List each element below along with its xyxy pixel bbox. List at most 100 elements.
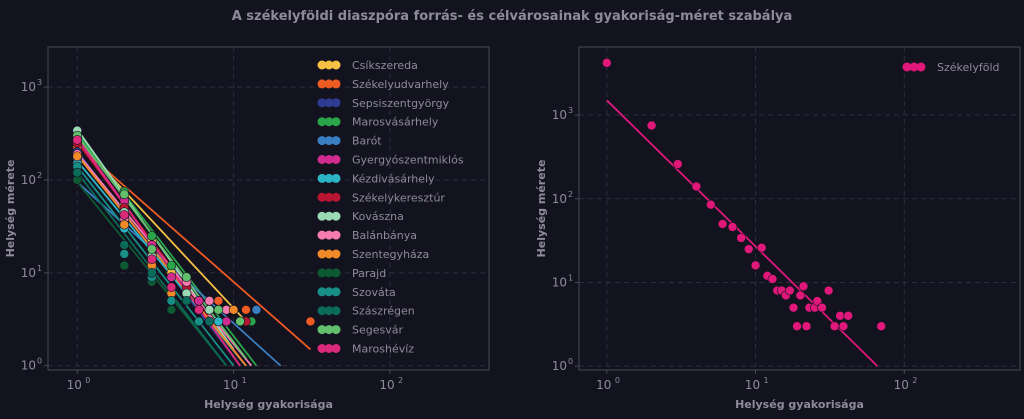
left-legend-marker [317,268,327,278]
left-legend-marker [317,230,327,240]
left-legend-label: Segesvár [352,324,403,337]
left-legend-marker [317,117,327,127]
left-data-point [147,268,157,278]
right-x-axis-label: Helység gyakorisága [735,398,864,411]
left-data-point [204,305,215,315]
left-x-axis-label: Helység gyakorisága [204,398,333,411]
left-legend-label: Székelyudvarhely [352,78,449,91]
left-legend-label: Balánbánya [352,229,417,242]
left-legend-marker [317,136,327,146]
left-fit-line [76,143,312,351]
right-y-tick-exponent: 3 [568,106,573,115]
left-legend-marker [324,230,334,240]
left-legend-marker [324,60,334,70]
left-data-point [213,296,224,306]
right-y-tick-exponent: 1 [568,273,573,282]
right-y-tick-label: 10 [552,192,567,206]
left-data-point [228,305,239,315]
left-x-tick-label: 10 [379,378,394,392]
left-legend-marker [331,306,341,316]
left-data-point [166,260,177,271]
left-legend-label: Gyergyószentmiklós [352,154,464,167]
right-data-point [829,321,840,332]
left-legend-marker [331,230,341,240]
left-fit-line [76,138,241,367]
left-data-point [166,296,177,306]
left-legend-label: Kézdivásárhely [352,172,435,185]
left-legend-label: Marosvásárhely [352,116,439,129]
left-legend-label: Sepsiszentgyörgy [352,97,450,110]
left-legend-label: Csíkszereda [352,59,418,72]
left-data-point [119,249,130,259]
right-data-point [838,321,849,332]
right-data-point [835,310,845,321]
right-data-point [767,274,778,284]
right-data-point [788,302,799,313]
right-data-point [691,181,702,192]
left-x-tick-label: 10 [223,378,238,392]
right-data-point [823,285,834,296]
left-y-tick-exponent: 1 [37,264,42,273]
left-data-point [194,305,204,315]
left-legend-marker [317,249,327,259]
left-legend-marker [324,192,334,202]
left-data-point [166,282,177,293]
left-legend-label: Székelykeresztúr [352,191,445,204]
left-legend-marker [331,98,341,108]
left-legend-label: Kovászna [352,210,404,223]
left-y-tick-exponent: 0 [37,357,42,366]
left-x-tick-label: 10 [67,378,82,392]
right-data-point [672,159,683,169]
left-legend-marker [331,117,341,127]
left-legend-marker [324,155,334,164]
left-legend-marker [317,192,327,202]
left-data-point [204,296,215,306]
left-data-point [194,296,204,306]
left-legend-label: Szászrégen [352,305,415,318]
left-data-point [72,151,83,162]
right-data-point [750,260,761,271]
left-data-point [204,316,215,327]
left-data-point [147,244,157,254]
right-y-tick-label: 10 [552,359,567,373]
right-fit-line [606,99,879,367]
left-legend-marker [331,192,341,202]
right-data-point [817,302,827,313]
left-data-point [119,219,130,230]
left-legend-marker [317,344,327,353]
left-legend-marker [324,268,334,278]
right-plot-area [602,58,887,367]
left-data-point [166,305,177,315]
right-data-point [795,290,806,301]
left-y-tick-exponent: 3 [37,78,42,87]
right-data-point [876,321,887,332]
right-legend-label: Székelyföld [937,61,999,74]
right-x-tick-exponent: 2 [912,376,917,385]
left-legend-marker [324,136,334,146]
left-legend-marker [324,325,334,335]
left-data-point [241,305,251,315]
right-y-tick-label: 10 [552,108,567,122]
figure-title: A székelyföldi diaszpóra forrás- és célv… [232,9,793,24]
left-y-tick-label: 10 [21,266,36,280]
right-y-tick-label: 10 [552,275,567,289]
right-x-tick-exponent: 0 [615,376,620,385]
left-plot-area [72,125,316,367]
left-legend-marker [331,136,341,146]
left-data-point [181,272,192,282]
right-x-tick-label: 10 [745,378,760,392]
left-data-point [119,189,130,200]
left-legend-marker [324,306,334,316]
left-legend-marker [317,325,327,335]
left-data-point [251,305,262,315]
left-data-point [166,272,177,282]
right-data-point [602,58,612,68]
right-x-tick-label: 10 [596,378,611,392]
left-data-point [213,316,224,327]
left-legend-marker [317,211,327,221]
right-legend-marker [902,62,912,72]
